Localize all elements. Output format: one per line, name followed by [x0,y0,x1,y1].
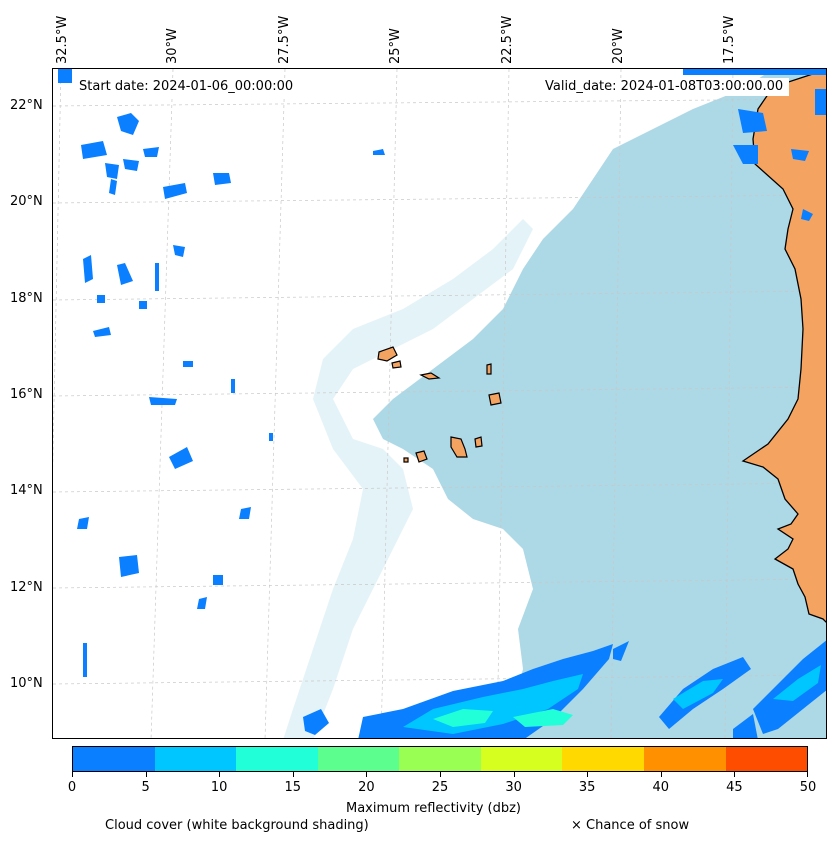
island-sal [486,363,492,375]
colorbar-tick-mark [513,772,515,777]
lat-label-10n: 10°N [10,676,43,691]
colorbar-segment [562,747,644,771]
start-date-label: Start date: 2024-01-06_00:00:00 [73,78,300,96]
colorbar-segment [317,747,400,771]
lat-label-18n: 18°N [10,291,43,306]
colorbar-tick-label: 45 [726,780,743,795]
colorbar-segment [480,747,563,771]
colorbar-segment [154,747,237,771]
cloud-cover-legend: Cloud cover (white background shading) [105,818,369,833]
colorbar-tick-label: 20 [358,780,375,795]
colorbar-tick-label: 10 [210,780,228,795]
island-santiago [450,436,468,458]
colorbar-tick-mark [292,772,294,777]
cloud-haze [283,219,533,738]
colorbar-tick-mark [72,772,73,777]
lat-label-20n: 20°N [10,194,43,209]
africa-landmass [741,69,826,623]
colorbar-segment [643,747,726,771]
ocean-shading [373,69,826,738]
island-fogo [415,450,428,463]
colorbar-tick-label: 0 [67,780,77,795]
map-area [52,68,827,739]
lat-label-22n: 22°N [10,98,43,113]
colorbar-tick-label: 50 [799,780,817,795]
lon-label-30w: 30°W [165,28,180,64]
island-sao-nicolau [419,372,441,380]
colorbar-tick-label: 5 [141,780,150,795]
colorbar-tick-label: 25 [431,780,449,795]
colorbar-tick-label: 15 [284,780,302,795]
island-maio [474,436,483,448]
colorbar-tick-mark [366,772,368,777]
lon-label-32-5w: 32.5°W [55,15,70,64]
graticule [53,69,826,738]
valid-date-label: Valid_date: 2024-01-08T03:00:00.00 [539,78,790,96]
island-boa-vista [488,392,502,406]
colorbar-tick-mark [145,772,147,777]
colorbar-label: Maximum reflectivity (dbz) [346,801,521,816]
colorbar-tick-mark [219,772,221,777]
lat-label-12n: 12°N [10,580,43,595]
colorbar-tick-mark [734,772,736,777]
island-santo-antao [377,346,398,362]
island-sao-vicente [391,360,402,369]
colorbar-tick-label: 40 [652,780,670,795]
colorbar-segment [236,747,318,771]
colorbar-segment [399,747,481,771]
colorbar-tick-label: 30 [505,780,522,795]
snow-legend: × Chance of snow [571,818,690,833]
colorbar-tick-mark [587,772,589,777]
colorbar-segment [73,747,155,771]
reflectivity-colorbar [72,746,808,772]
colorbar-tick-mark [807,772,808,777]
cape-verde-islands [377,346,502,463]
island-brava [403,457,409,463]
colorbar-tick-mark [440,772,441,777]
lon-label-27-5w: 27.5°W [277,15,292,64]
lon-label-22-5w: 22.5°W [500,15,515,64]
lat-label-16n: 16°N [10,387,43,402]
colorbar-segment [725,747,808,771]
reflectivity-cells-15-20 [433,709,573,727]
lat-label-14n: 14°N [10,483,43,498]
lon-label-17-5w: 17.5°W [722,15,737,64]
colorbar-tick-label: 35 [578,780,596,795]
colorbar-tick-mark [660,772,662,777]
lon-label-20w: 20°W [611,28,626,64]
lon-label-25w: 25°W [388,28,403,64]
map-canvas [53,69,826,738]
